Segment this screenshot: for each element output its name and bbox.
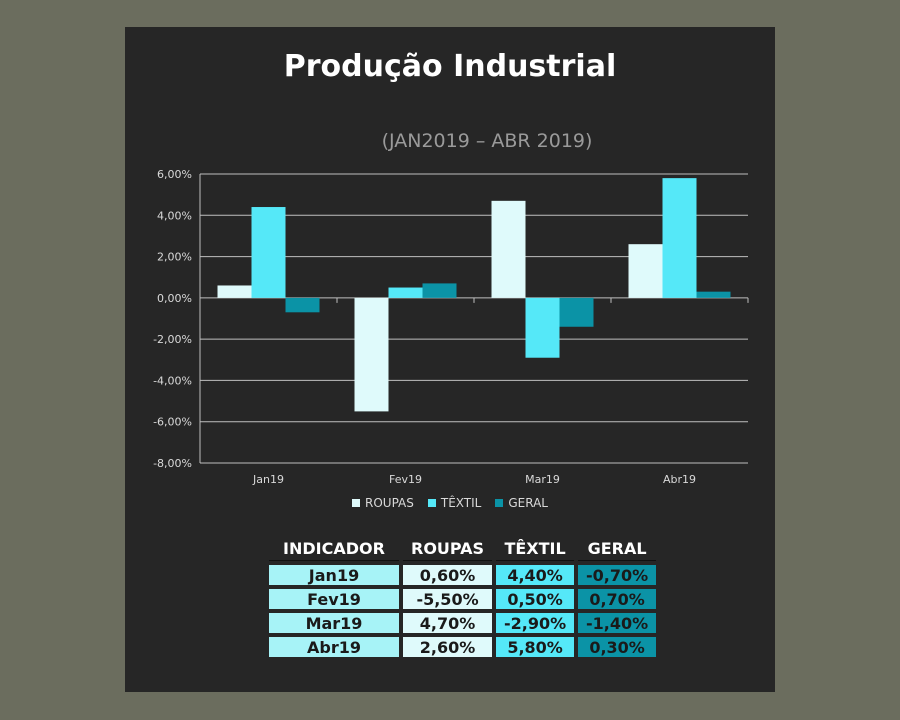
x-tick-label: Mar19 — [525, 473, 560, 486]
table-cell-indicador: Fev19 — [269, 589, 399, 609]
y-tick-label: -8,00% — [153, 457, 192, 470]
table-header-textil: TÊXTIL — [496, 536, 575, 561]
table-cell-indicador: Jan19 — [269, 565, 399, 585]
bar-textil — [388, 287, 423, 298]
legend-swatch-roupas — [352, 499, 360, 507]
x-tick-label: Jan19 — [252, 473, 284, 486]
bar-geral — [422, 283, 457, 298]
legend-item-textil: TÊXTIL — [427, 496, 482, 510]
y-tick-label: -6,00% — [153, 416, 192, 429]
legend-label-geral: GERAL — [508, 496, 548, 510]
table-header-indicador: INDICADOR — [269, 536, 399, 561]
table-cell-textil: 4,40% — [496, 565, 575, 585]
chart-title: Produção Industrial — [283, 49, 617, 84]
table-cell-geral: 0,30% — [578, 637, 657, 657]
y-tick-label: 6,00% — [157, 168, 192, 181]
table-row: Abr19 2,60% 5,80% 0,30% — [269, 637, 657, 657]
x-tick-label: Fev19 — [389, 473, 422, 486]
bar-textil — [525, 297, 560, 358]
bar-roupas — [354, 297, 389, 412]
legend-label-roupas: ROUPAS — [365, 496, 414, 510]
table-header-roupas: ROUPAS — [403, 536, 493, 561]
y-tick-label: -2,00% — [153, 333, 192, 346]
bar-roupas — [217, 285, 252, 298]
bar-roupas — [628, 244, 663, 298]
legend-item-geral: GERAL — [495, 496, 548, 510]
bar-geral — [559, 297, 594, 327]
table-cell-roupas: -5,50% — [403, 589, 493, 609]
data-table: INDICADOR ROUPAS TÊXTIL GERAL Jan19 0,60… — [265, 532, 660, 661]
table-cell-textil: -2,90% — [496, 613, 575, 633]
legend-item-roupas: ROUPAS — [352, 496, 414, 510]
table-cell-roupas: 2,60% — [403, 637, 493, 657]
table-header-row: INDICADOR ROUPAS TÊXTIL GERAL — [269, 536, 657, 561]
x-tick-label: Abr19 — [663, 473, 696, 486]
bar-textil — [251, 207, 286, 298]
bar-chart: 6,00% 4,00% 2,00% 0,00% -2,00% -4,00% -6,00% -8… — [153, 168, 749, 486]
y-tick-label: 2,00% — [157, 251, 192, 264]
table-row: Mar19 4,70% -2,90% -1,40% — [269, 613, 657, 633]
table-cell-textil: 0,50% — [496, 589, 575, 609]
legend-label-textil: TÊXTIL — [440, 496, 482, 510]
chart-subtitle: (JAN2019 – ABR 2019) — [381, 130, 593, 152]
legend-swatch-textil — [427, 499, 436, 507]
table-cell-indicador: Mar19 — [269, 613, 399, 633]
table-cell-roupas: 0,60% — [403, 565, 493, 585]
table-cell-geral: -1,40% — [578, 613, 657, 633]
chart-legend: ROUPAS TÊXTIL GERAL — [352, 496, 548, 510]
table-cell-geral: 0,70% — [578, 589, 657, 609]
table-header-geral: GERAL — [578, 536, 657, 561]
legend-swatch-geral — [495, 499, 504, 507]
table-cell-roupas: 4,70% — [403, 613, 493, 633]
table-cell-textil: 5,80% — [496, 637, 575, 657]
y-tick-label: -4,00% — [153, 374, 192, 387]
bar-textil — [662, 178, 697, 298]
table-row: Jan19 0,60% 4,40% -0,70% — [269, 565, 657, 585]
bar-geral — [285, 297, 320, 313]
bar-geral — [696, 291, 731, 298]
y-tick-label: 4,00% — [157, 209, 192, 222]
y-tick-label: 0,00% — [157, 292, 192, 305]
bar-roupas — [491, 200, 526, 298]
chart-panel: Produção Industrial (JAN2019 – ABR 2019)… — [125, 27, 775, 692]
table-cell-indicador: Abr19 — [269, 637, 399, 657]
table-cell-geral: -0,70% — [578, 565, 657, 585]
table-row: Fev19 -5,50% 0,50% 0,70% — [269, 589, 657, 609]
